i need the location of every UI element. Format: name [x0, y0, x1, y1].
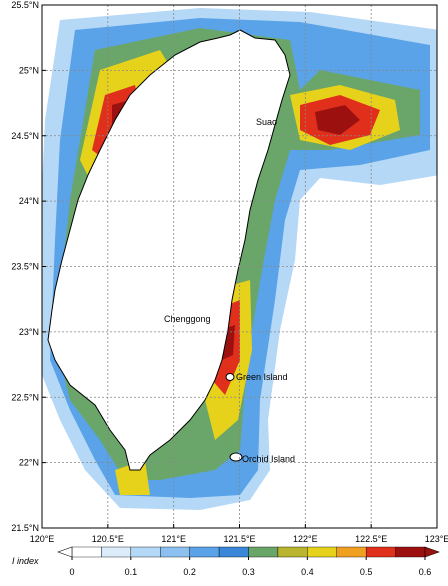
place-label: Suao — [256, 117, 277, 127]
x-tick-label: 120°E — [30, 534, 55, 544]
y-tick-label: 24°N — [19, 196, 39, 206]
y-tick-label: 25°N — [19, 65, 39, 75]
taiwan-land — [47, 29, 291, 471]
colorbar-label: I index — [12, 556, 39, 566]
field — [42, 8, 437, 510]
colorbar-tick-label: 0.1 — [125, 567, 138, 577]
x-tick-label: 122°E — [293, 534, 318, 544]
colorbar-swatch — [71, 546, 102, 558]
place-label: Green Island — [236, 372, 288, 382]
colorbar-tick-label: 0.5 — [360, 567, 373, 577]
colorbar-swatch — [101, 546, 132, 558]
y-tick-label: 23°N — [19, 327, 39, 337]
colorbar: 0 0.1 0.2 0.3 0.4 0.5 0.6 — [57, 546, 440, 577]
colorbar-swatch — [365, 546, 396, 558]
colorbar-swatch — [277, 546, 308, 558]
colorbar-tick-label: 0.6 — [419, 567, 432, 577]
colorbar-tick-label: 0.2 — [183, 567, 196, 577]
colorbar-swatch — [248, 546, 279, 558]
colorbar-tick-label: 0 — [69, 567, 74, 577]
frame — [41, 4, 438, 529]
x-tick-label: 122.5°E — [355, 534, 387, 544]
orchid-island — [229, 452, 243, 462]
x-tick-label: 123°E — [425, 534, 448, 544]
y-tick-label: 24.5°N — [11, 131, 39, 141]
colorbar-swatch — [218, 546, 249, 558]
x-tick-label: 121.5°E — [223, 534, 255, 544]
y-tick-label: 21.5°N — [11, 523, 39, 533]
colorbar-arrow — [424, 546, 440, 558]
y-tick-label: 23.5°N — [11, 262, 39, 272]
colorbar-swatch — [395, 546, 426, 558]
place-label: Orchid Island — [242, 454, 295, 464]
x-tick-label: 121°E — [161, 534, 186, 544]
y-tick-label: 22.5°N — [11, 392, 39, 402]
colorbar-swatch — [160, 546, 190, 558]
y-tick-label: 22°N — [19, 458, 39, 468]
contour-max — [112, 100, 360, 360]
colorbar-tick-label: 0.3 — [242, 567, 255, 577]
axes: 120°E 120.5°E 121°E 121.5°E 122°E 122.5°E 123°… — [11, 0, 448, 544]
place-label: Chenggong — [164, 314, 211, 324]
colorbar-tick-label: 0.4 — [301, 567, 314, 577]
colorbar-swatch — [307, 546, 337, 558]
colorbar-swatch — [189, 546, 220, 558]
colorbar-arrow — [57, 546, 73, 558]
green-island — [225, 373, 235, 381]
y-tick-label: 25.5°N — [11, 0, 39, 10]
colorbar-swatch — [336, 546, 367, 558]
x-tick-label: 120.5°E — [92, 534, 124, 544]
colorbar-swatch — [130, 546, 161, 558]
